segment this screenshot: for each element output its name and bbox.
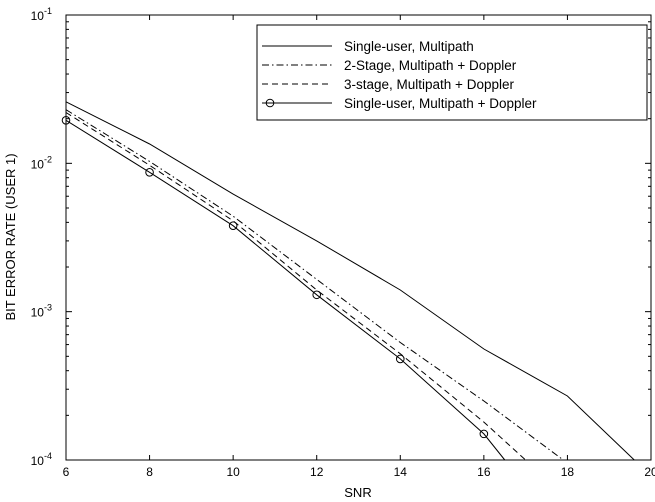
legend-label-1: Single-user, Multipath [344,39,474,54]
x-tick-label: 12 [310,465,324,479]
series-4-point [145,168,154,177]
legend-marker-4 [265,98,275,108]
legend: Single-user, Multipath 2-Stage, Multipath… [262,39,537,111]
x-tick-label: 18 [561,465,575,479]
series-4-point [395,354,405,364]
legend-label-2: 2-Stage, Multipath + Doppler [344,58,517,73]
x-axis-label: SNR [344,485,371,500]
y-tick-label: 10-2 [31,154,52,171]
x-tick-label: 20 [644,465,655,479]
x-tick-label: 16 [477,465,491,479]
series-4-point [479,429,489,439]
y-axis-label: BIT ERROR RATE (USER 1) [3,153,18,320]
x-tick-label: 14 [394,465,408,479]
x-tick-label: 10 [226,465,240,479]
series-line-3 [65,112,526,461]
series-4-point [228,221,238,230]
y-tick-label: 10-3 [31,303,52,320]
series-line-4 [65,119,506,461]
series-layer [61,101,635,461]
legend-label-4: Single-user, Multipath + Doppler [344,96,537,111]
legend-label-3: 3-stage, Multipath + Doppler [344,77,514,92]
series-4-point [312,290,322,300]
plot-frame [65,14,652,461]
y-tick-label: 10-4 [31,451,52,468]
legend-box [256,24,648,121]
series-line-2 [65,109,564,461]
x-tick-label: 8 [146,465,153,479]
series-line-1 [65,101,635,461]
axis-ticks: 6 8 10 12 14 16 18 20 10-1 10-2 10-3 10-4 [31,6,655,479]
y-tick-label: 10-1 [31,6,52,23]
x-tick-label: 6 [63,465,70,479]
series-4-point [61,116,71,125]
